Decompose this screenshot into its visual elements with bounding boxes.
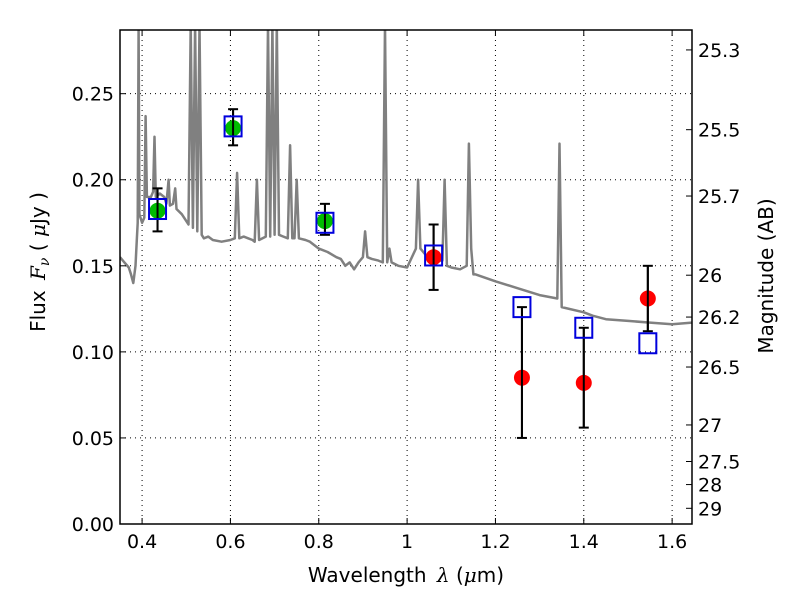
spectrum-series [120,30,692,326]
observed-flux-series [149,109,656,438]
y2-tick-label: 26.5 [698,357,740,379]
y2-tick-label: 26.2 [698,307,740,329]
model-flux-square [512,296,532,319]
y-tick-label: 0.25 [72,84,114,106]
y-tick-label: 0.00 [72,514,114,536]
x-tick-label: 1.2 [480,531,510,553]
y2-tick-label: 28 [698,475,722,497]
y2-tick-label: 27 [698,415,722,437]
y-axis-ticks: 0.00 0.05 0.10 0.15 0.20 0.25 [72,84,126,536]
x-axis-label: Wavelength λ (μm) [308,563,504,587]
y2-axis-label: Magnitude (AB) [754,198,778,353]
plot-frame [119,29,693,525]
grid-lines [120,30,692,525]
x-tick-label: 0.6 [215,531,245,553]
x-tick-label: 1 [401,531,413,553]
y-tick-label: 0.10 [72,342,114,364]
spectrum-line [120,30,692,326]
errorbar-series [152,108,653,439]
model-flux-square [424,244,444,267]
y-tick-label: 0.05 [72,428,114,450]
x-tick-label: 0.8 [304,531,334,553]
y2-tick-label: 25.5 [698,120,740,142]
y2-tick-label: 25.7 [698,186,740,208]
x-tick-label: 1.6 [657,531,687,553]
y2-tick-label: 29 [698,498,722,520]
y-tick-label: 0.20 [72,170,114,192]
y2-tick-label: 27.5 [698,452,740,474]
x-tick-label: 1.4 [569,531,599,553]
model-flux-square [315,211,335,234]
x-axis-ticks: 0.4 0.6 0.8 1 1.2 1.4 1.6 [127,30,687,553]
model-flux-square [574,316,594,339]
y-axis-label: Flux Fν ( μJy ) [26,192,53,332]
model-flux-square [638,332,658,355]
y2-tick-label: 25.3 [698,40,740,62]
x-tick-label: 0.4 [127,531,157,553]
y2-tick-label: 26 [698,265,722,287]
model-flux-square [223,115,243,138]
model-flux-series [148,115,658,355]
y-tick-label: 0.15 [72,256,114,278]
model-flux-square [148,198,168,221]
